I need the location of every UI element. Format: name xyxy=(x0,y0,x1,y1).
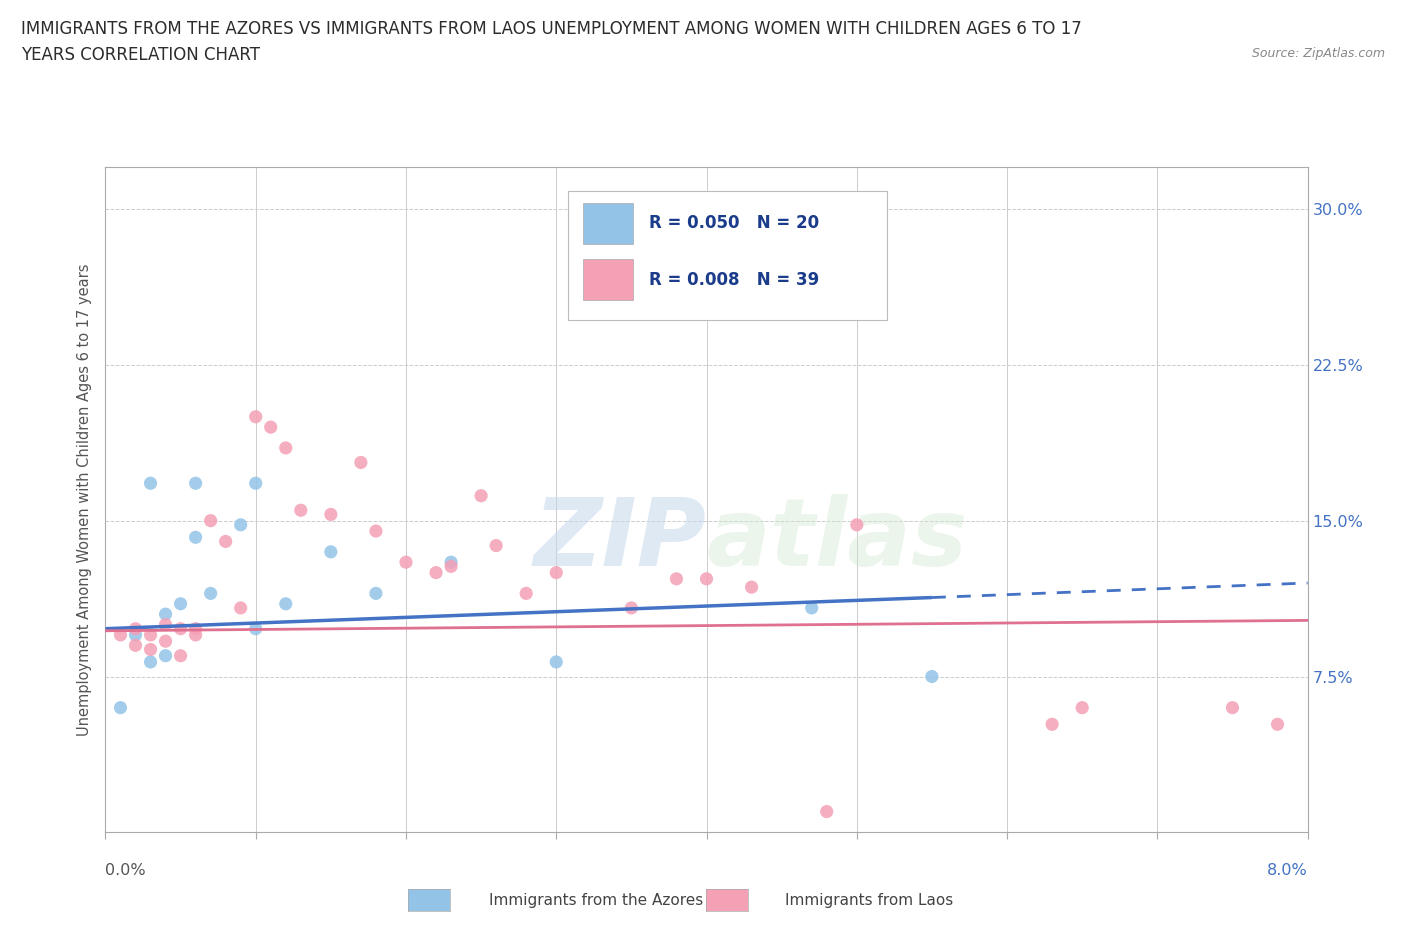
Point xyxy=(214,534,236,549)
Point xyxy=(274,441,297,456)
Point xyxy=(184,530,207,545)
Text: Immigrants from the Azores: Immigrants from the Azores xyxy=(489,893,703,908)
Point xyxy=(245,409,267,424)
Point xyxy=(229,601,252,616)
Point xyxy=(350,455,373,470)
Point xyxy=(124,621,146,636)
Point xyxy=(395,555,418,570)
Point xyxy=(274,596,297,611)
Point xyxy=(546,565,568,580)
Point xyxy=(110,700,132,715)
Point xyxy=(515,586,537,601)
Point xyxy=(155,606,177,621)
Point xyxy=(260,419,283,434)
Text: 0.0%: 0.0% xyxy=(105,863,146,878)
Point xyxy=(169,596,191,611)
Point xyxy=(845,517,868,532)
Point xyxy=(200,513,222,528)
Point xyxy=(319,507,342,522)
Point xyxy=(815,251,838,266)
Point xyxy=(169,621,191,636)
Point xyxy=(1071,700,1094,715)
Point xyxy=(425,565,447,580)
Point xyxy=(800,601,823,616)
Point xyxy=(124,638,146,653)
FancyBboxPatch shape xyxy=(568,191,887,320)
Point xyxy=(245,476,267,491)
Point xyxy=(169,648,191,663)
Point xyxy=(290,503,312,518)
Point xyxy=(921,669,943,684)
Y-axis label: Unemployment Among Women with Children Ages 6 to 17 years: Unemployment Among Women with Children A… xyxy=(77,263,93,737)
Point xyxy=(485,538,508,553)
Point xyxy=(1222,700,1244,715)
Point xyxy=(245,621,267,636)
FancyBboxPatch shape xyxy=(582,259,633,300)
Point xyxy=(184,621,207,636)
Point xyxy=(546,655,568,670)
Point xyxy=(319,544,342,559)
Point xyxy=(184,628,207,643)
Point xyxy=(1267,717,1289,732)
Point xyxy=(470,488,492,503)
Text: IMMIGRANTS FROM THE AZORES VS IMMIGRANTS FROM LAOS UNEMPLOYMENT AMONG WOMEN WITH: IMMIGRANTS FROM THE AZORES VS IMMIGRANTS… xyxy=(21,20,1081,38)
Point xyxy=(620,601,643,616)
Point xyxy=(184,476,207,491)
Text: ZIP: ZIP xyxy=(534,494,707,586)
Text: YEARS CORRELATION CHART: YEARS CORRELATION CHART xyxy=(21,46,260,64)
Point xyxy=(155,618,177,632)
Point xyxy=(139,476,162,491)
Point xyxy=(440,559,463,574)
Text: Source: ZipAtlas.com: Source: ZipAtlas.com xyxy=(1251,46,1385,60)
Point xyxy=(155,633,177,648)
Point xyxy=(110,628,132,643)
Point xyxy=(200,586,222,601)
Text: R = 0.050   N = 20: R = 0.050 N = 20 xyxy=(648,214,818,232)
Point xyxy=(364,524,387,538)
Point xyxy=(155,648,177,663)
Point xyxy=(229,517,252,532)
Point xyxy=(665,571,688,586)
Point xyxy=(815,804,838,819)
Point xyxy=(139,642,162,657)
Text: 8.0%: 8.0% xyxy=(1267,863,1308,878)
Point xyxy=(364,586,387,601)
Point xyxy=(1040,717,1063,732)
Point xyxy=(440,555,463,570)
Text: Immigrants from Laos: Immigrants from Laos xyxy=(785,893,953,908)
Point xyxy=(741,579,763,594)
Point xyxy=(139,655,162,670)
Text: atlas: atlas xyxy=(707,494,967,586)
Point xyxy=(124,628,146,643)
Text: R = 0.008   N = 39: R = 0.008 N = 39 xyxy=(648,271,820,289)
Point xyxy=(139,628,162,643)
FancyBboxPatch shape xyxy=(582,203,633,244)
Point xyxy=(696,571,718,586)
